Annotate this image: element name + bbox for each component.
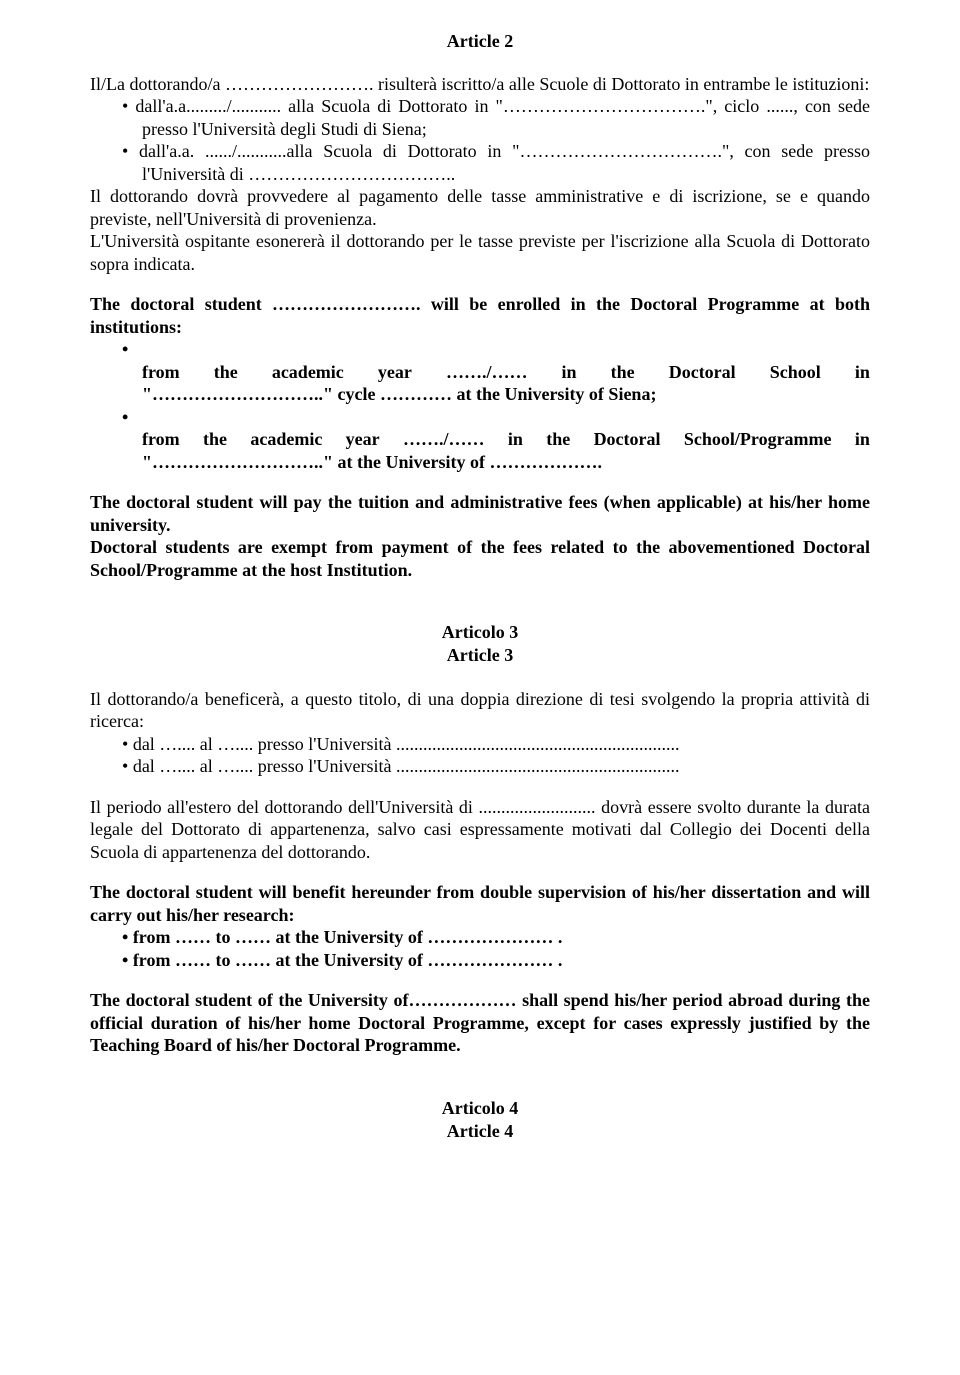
word: ……./…… <box>403 428 485 451</box>
word: the <box>546 428 570 451</box>
word: the <box>611 361 635 384</box>
list-item: from the academic year ……./…… in the Doc… <box>90 338 870 406</box>
article2-italian-block: Il/La dottorando/a ……………………. risulterà i… <box>90 73 870 276</box>
article3-italian-block1: Il dottorando/a beneficerà, a questo tit… <box>90 688 870 778</box>
article3-title-it: Articolo 3 <box>90 621 870 644</box>
article2-para1: Il/La dottorando/a ……………………. risulterà i… <box>90 73 870 96</box>
list-item: dall'a.a........./........... alla Scuol… <box>90 95 870 140</box>
article3-title-pair: Articolo 3 Article 3 <box>90 621 870 668</box>
line: "……………………….." at the University of ……………… <box>142 451 870 474</box>
word: Doctoral <box>669 361 736 384</box>
word: School/Programme <box>684 428 832 451</box>
word: year <box>378 361 412 384</box>
word: Doctoral <box>594 428 661 451</box>
list-item: dall'a.a. ....../...........alla Scuola … <box>90 140 870 185</box>
word: from <box>142 361 180 384</box>
article2-title: Article 2 <box>90 30 870 53</box>
article2-english-block2: The doctoral student will pay the tuitio… <box>90 491 870 581</box>
article3-title-en: Article 3 <box>90 644 870 667</box>
article3-para1: Il dottorando/a beneficerà, a questo tit… <box>90 688 870 733</box>
line: "……………………….." cycle ………… at the Universi… <box>142 383 870 406</box>
word: academic <box>250 428 322 451</box>
article4-title-en: Article 4 <box>90 1120 870 1143</box>
list-item: dal ….... al ….... presso l'Università .… <box>90 755 870 778</box>
article2-list-it: dall'a.a........./........... alla Scuol… <box>90 95 870 185</box>
word: academic <box>272 361 344 384</box>
word: year <box>346 428 380 451</box>
article4-title-pair: Articolo 4 Article 4 <box>90 1097 870 1144</box>
article3-para2: Il periodo all'estero del dottorando del… <box>90 796 870 864</box>
word: from <box>142 428 180 451</box>
article3-italian-block2: Il periodo all'estero del dottorando del… <box>90 796 870 864</box>
list-item: from the academic year ……./…… in the Doc… <box>90 406 870 474</box>
article3-list-en: from …… to …… at the University of ……………… <box>90 926 870 971</box>
word: in <box>562 361 577 384</box>
word: in <box>508 428 523 451</box>
article2-english-block1: The doctoral student ……………………. will be e… <box>90 293 870 473</box>
article2-para3: L'Università ospitante esonererà il dott… <box>90 230 870 275</box>
article3-english-block2: The doctoral student of the University o… <box>90 989 870 1057</box>
list-item: from …… to …… at the University of ……………… <box>90 949 870 972</box>
word: ……./…… <box>446 361 528 384</box>
article2-en-para2: The doctoral student will pay the tuitio… <box>90 491 870 536</box>
article2-en-para3: Doctoral students are exempt from paymen… <box>90 536 870 581</box>
word: School <box>770 361 821 384</box>
article2-en-para1: The doctoral student ……………………. will be e… <box>90 293 870 338</box>
article3-list-it: dal ….... al ….... presso l'Università .… <box>90 733 870 778</box>
article4-title-it: Articolo 4 <box>90 1097 870 1120</box>
word: in <box>855 361 870 384</box>
word: in <box>855 428 870 451</box>
word: the <box>214 361 238 384</box>
list-item: dal ….... al ….... presso l'Università .… <box>90 733 870 756</box>
list-item: from …… to …… at the University of ……………… <box>90 926 870 949</box>
article2-para2: Il dottorando dovrà provvedere al pagame… <box>90 185 870 230</box>
word: the <box>203 428 227 451</box>
article2-list-en: from the academic year ……./…… in the Doc… <box>90 338 870 473</box>
article3-english-block1: The doctoral student will benefit hereun… <box>90 881 870 971</box>
article3-en-para2: The doctoral student of the University o… <box>90 989 870 1057</box>
article3-en-para1: The doctoral student will benefit hereun… <box>90 881 870 926</box>
